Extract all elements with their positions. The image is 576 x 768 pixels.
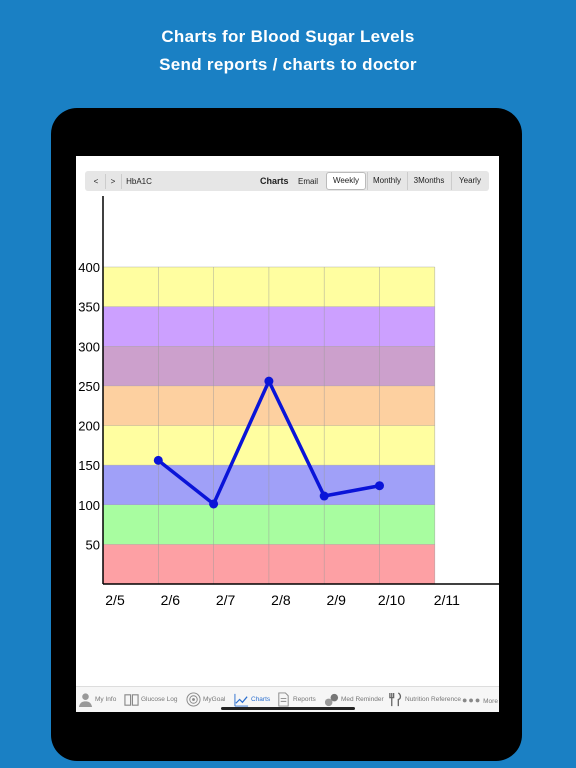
y-tick-label: 50 — [86, 537, 100, 552]
y-tick-label: 200 — [78, 419, 100, 434]
home-indicator — [221, 707, 355, 710]
y-tick-label: 250 — [78, 379, 100, 394]
x-tick-label: 2/7 — [216, 592, 236, 608]
segment-yearly[interactable]: Yearly — [451, 172, 488, 190]
x-tick-label: 2/11 — [434, 592, 460, 608]
chart-icon — [234, 693, 249, 707]
segment-weekly[interactable]: Weekly — [326, 172, 366, 190]
y-tick-label: 350 — [78, 300, 100, 315]
tab-my-goal[interactable]: MyGoal — [186, 692, 225, 708]
y-tick-label: 100 — [78, 498, 100, 513]
tab-label: Glucose Log — [141, 696, 178, 704]
x-tick-label: 2/8 — [271, 592, 291, 608]
app-screen: < > HbA1C Charts Email Weekly Monthly 3M… — [76, 156, 499, 712]
tab-bar: My Info Glucose Log MyGoal Charts Report… — [76, 686, 499, 712]
tab-charts[interactable]: Charts — [234, 692, 270, 708]
email-button[interactable]: Email — [297, 177, 318, 186]
y-tick-label: 300 — [78, 339, 100, 354]
tab-label: MyGoal — [203, 696, 226, 704]
blood-sugar-chart: 50 100 150 200 250 300 350 400 2/5 2/6 2/7 2/8 2/9 2/… — [78, 196, 499, 608]
document-icon — [278, 692, 289, 707]
tab-label: More — [483, 698, 498, 705]
data-point — [319, 491, 329, 501]
tab-label: Med Reminder — [341, 696, 384, 704]
book-icon — [124, 694, 139, 706]
tab-med-reminder[interactable]: Med Reminder — [324, 692, 384, 708]
y-tick-label: 400 — [78, 260, 100, 275]
tab-more[interactable]: ●●● More — [462, 692, 498, 708]
charts-title: Charts — [260, 176, 289, 186]
x-tick-label: 2/5 — [105, 592, 125, 608]
tab-reports[interactable]: Reports — [276, 692, 316, 708]
tab-label: Charts — [251, 696, 271, 704]
tab-label: Nutrition Reference — [405, 696, 461, 704]
tab-my-info[interactable]: My Info — [78, 692, 116, 708]
pills-icon — [324, 693, 339, 707]
chart-toolbar: < > HbA1C Charts Email Weekly Monthly 3M… — [85, 171, 489, 191]
hba1c-button[interactable]: HbA1C — [121, 174, 156, 189]
tab-glucose-log[interactable]: Glucose Log — [124, 692, 178, 708]
x-tick-label: 2/6 — [161, 592, 181, 608]
more-icon: ●●● — [462, 695, 482, 705]
data-point — [264, 376, 274, 386]
previous-button[interactable]: < — [93, 177, 99, 186]
data-point — [153, 455, 163, 465]
fork-knife-icon — [389, 692, 402, 707]
segment-3months[interactable]: 3Months — [407, 172, 450, 190]
tab-nutrition-reference[interactable]: Nutrition Reference — [388, 692, 461, 708]
headline-title: Charts for Blood Sugar Levels — [161, 27, 415, 46]
person-icon — [78, 693, 93, 707]
next-button[interactable]: > — [105, 174, 120, 189]
data-point — [209, 499, 219, 509]
x-tick-label: 2/9 — [326, 592, 346, 608]
tab-label: My Info — [95, 696, 117, 704]
y-tick-label: 150 — [78, 458, 100, 473]
segment-monthly[interactable]: Monthly — [367, 172, 406, 190]
x-tick-label: 2/10 — [378, 592, 405, 608]
data-point — [375, 481, 384, 491]
target-icon — [186, 692, 201, 707]
headline-subtitle: Send reports / charts to doctor — [159, 55, 417, 74]
tab-label: Reports — [293, 696, 316, 704]
